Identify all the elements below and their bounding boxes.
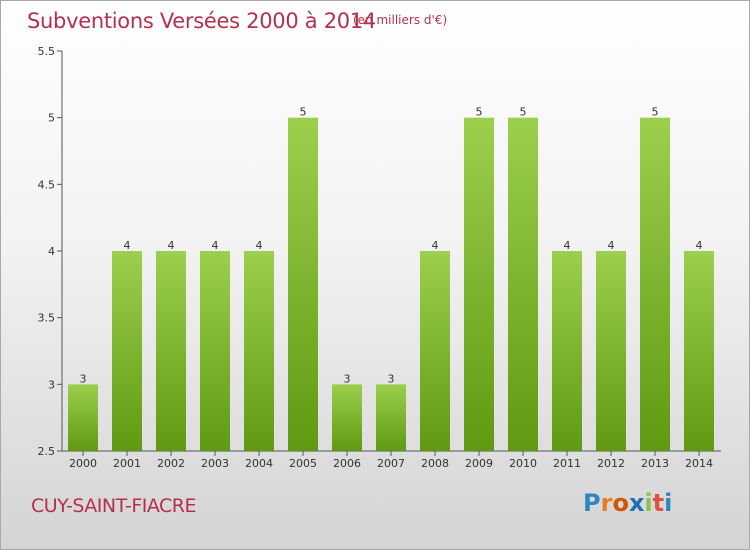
logo-letter: r xyxy=(600,489,613,517)
data-label: 3 xyxy=(80,372,87,385)
x-tick-label: 2001 xyxy=(113,457,141,470)
x-tick-label: 2011 xyxy=(553,457,581,470)
x-tick-label: 2007 xyxy=(377,457,405,470)
y-tick-label: 5.5 xyxy=(38,45,56,58)
bar xyxy=(596,251,626,451)
x-tick-label: 2010 xyxy=(509,457,537,470)
labels: 3 2000 4 2001 4 2002 4 2003 4 2004 5 2005 3 2006 3 2007… xyxy=(69,106,713,470)
data-label: 3 xyxy=(344,372,351,385)
data-label: 4 xyxy=(124,239,131,252)
x-tick-label: 2008 xyxy=(421,457,449,470)
bar xyxy=(68,384,98,451)
y-tick-label: 4 xyxy=(48,245,55,258)
x-tick-label: 2000 xyxy=(69,457,97,470)
x-tick-label: 2012 xyxy=(597,457,625,470)
bar xyxy=(420,251,450,451)
bar xyxy=(464,117,494,452)
bar xyxy=(200,251,230,451)
y-tick-label: 4.5 xyxy=(38,178,56,191)
data-label: 4 xyxy=(256,239,263,252)
data-label: 4 xyxy=(432,239,439,252)
bar xyxy=(156,251,186,451)
proxiti-logo: Proxiti xyxy=(583,489,672,517)
bar xyxy=(112,251,142,451)
bar xyxy=(288,117,318,452)
y-tick-label: 5 xyxy=(48,112,55,125)
y-tick-label: 3 xyxy=(48,378,55,391)
logo-letter: i xyxy=(644,489,653,517)
x-tick-label: 2005 xyxy=(289,457,317,470)
x-tick-label: 2006 xyxy=(333,457,361,470)
y-tick-label: 2.5 xyxy=(38,445,56,458)
bar xyxy=(552,251,582,451)
logo-letter: t xyxy=(652,489,665,517)
logo-letter: P xyxy=(583,489,601,517)
data-label: 4 xyxy=(608,239,615,252)
data-label: 5 xyxy=(476,106,483,119)
data-label: 4 xyxy=(564,239,571,252)
data-label: 4 xyxy=(696,239,703,252)
x-tick-label: 2003 xyxy=(201,457,229,470)
commune-name: CUY-SAINT-FIACRE xyxy=(31,495,197,517)
bar xyxy=(244,251,274,451)
logo-letter: i xyxy=(664,489,673,517)
x-tick-label: 2004 xyxy=(245,457,273,470)
y-tick-label: 3.5 xyxy=(38,312,56,325)
x-tick-label: 2009 xyxy=(465,457,493,470)
chart-subtitle: (en milliers d'€) xyxy=(353,13,448,27)
x-tick-label: 2002 xyxy=(157,457,185,470)
bar xyxy=(376,384,406,451)
data-label: 3 xyxy=(388,372,395,385)
bar xyxy=(640,117,670,452)
x-tick-label: 2014 xyxy=(685,457,713,470)
x-tick-label: 2013 xyxy=(641,457,669,470)
bar xyxy=(508,117,538,452)
bars xyxy=(68,117,714,452)
data-label: 4 xyxy=(212,239,219,252)
data-label: 5 xyxy=(520,106,527,119)
chart-title: Subventions Versées 2000 à 2014 xyxy=(27,9,376,33)
logo-letter: x xyxy=(628,489,645,517)
data-label: 5 xyxy=(300,106,307,119)
logo-letter: o xyxy=(612,489,629,517)
bar xyxy=(684,251,714,451)
bar xyxy=(332,384,362,451)
data-label: 5 xyxy=(652,106,659,119)
data-label: 4 xyxy=(168,239,175,252)
